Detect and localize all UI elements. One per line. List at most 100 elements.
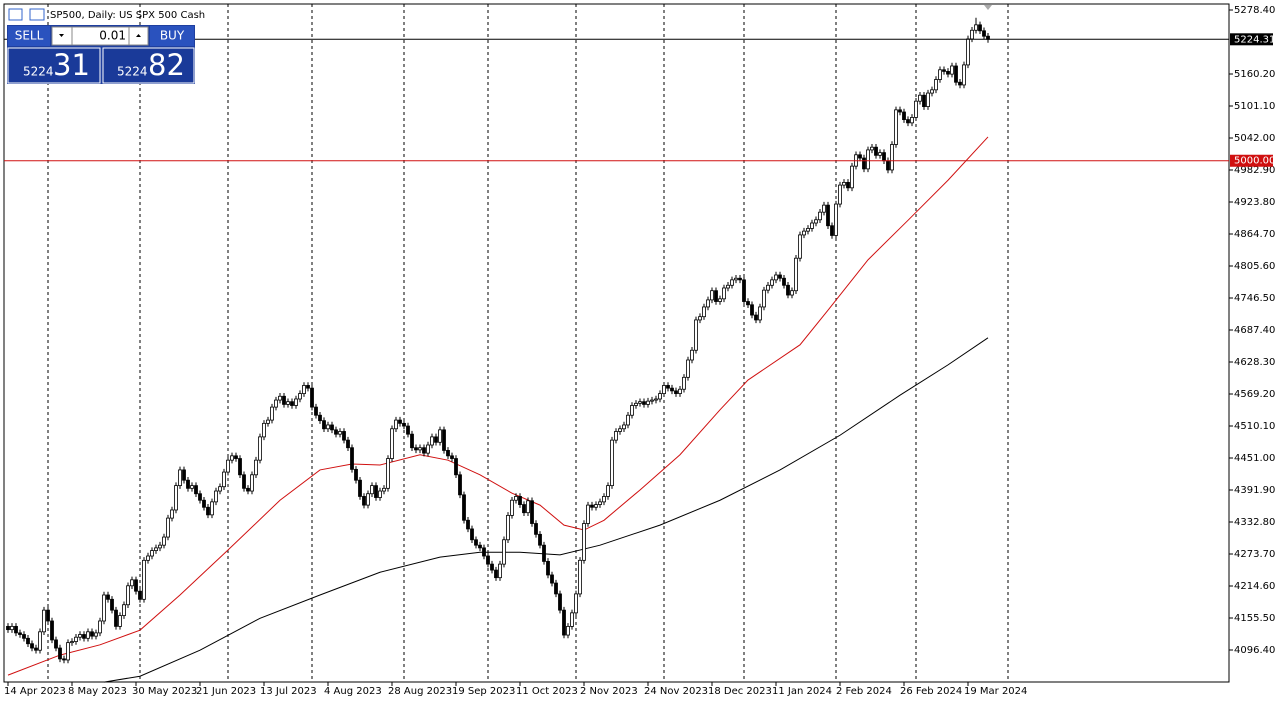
volume[interactable]: 0.01 <box>99 29 126 43</box>
candle-body <box>666 385 670 389</box>
candle-body <box>122 604 126 616</box>
candle-body <box>758 306 762 321</box>
candle-body <box>34 647 38 651</box>
candle-body <box>38 631 42 651</box>
candle-body <box>894 109 898 145</box>
candle-body <box>966 38 970 66</box>
bid-big: 5224 <box>23 65 54 79</box>
x-tick-label: 26 Feb 2024 <box>900 686 962 697</box>
bid-box[interactable] <box>7 47 101 84</box>
candle-body <box>150 550 154 557</box>
candle-body <box>442 429 446 451</box>
buy-label[interactable]: BUY <box>160 29 185 43</box>
candle-body <box>138 590 142 600</box>
candle-body <box>614 431 618 441</box>
candle-body <box>170 509 174 519</box>
candle-body <box>146 555 150 561</box>
ask-big: 5224 <box>117 65 148 79</box>
candle-body <box>142 559 146 600</box>
candle-body <box>594 504 598 508</box>
candle-body <box>234 455 238 459</box>
ask-box[interactable] <box>102 47 195 84</box>
candle-body <box>22 634 26 639</box>
candle-body <box>778 274 782 279</box>
candle-body <box>286 401 290 405</box>
candle-body <box>938 69 942 80</box>
candle-body <box>942 69 946 72</box>
candle-body <box>514 496 518 501</box>
candle-body <box>562 609 566 636</box>
candle-body <box>542 544 546 562</box>
candle-body <box>882 152 886 162</box>
candle-body <box>414 447 418 451</box>
candle-body <box>626 414 630 426</box>
candle-body <box>954 65 958 83</box>
candle-body <box>134 579 138 592</box>
candle-body <box>86 631 90 639</box>
candle-body <box>970 29 974 40</box>
candle-body <box>958 81 962 86</box>
plot-frame <box>3 3 1230 683</box>
candle-body <box>70 641 74 644</box>
candle-body <box>606 485 610 497</box>
y-tick-label: 4332.80 <box>1234 517 1275 528</box>
x-tick-label: 11 Oct 2023 <box>516 686 578 697</box>
candle-body <box>346 439 350 449</box>
up-arrow[interactable] <box>136 34 141 37</box>
sell-button[interactable] <box>8 26 50 46</box>
candle-body <box>446 450 450 457</box>
candle-body <box>222 471 226 488</box>
buy-button[interactable] <box>150 26 194 46</box>
candle-body <box>930 89 934 94</box>
candle-body <box>214 490 218 503</box>
candle-body <box>890 144 894 171</box>
candle-body <box>862 157 866 170</box>
y-tick-label: 4746.50 <box>1234 293 1275 304</box>
sell-label[interactable]: SELL <box>15 29 44 43</box>
candle-body <box>110 598 114 611</box>
candle-body <box>842 182 846 186</box>
icon[interactable] <box>29 8 45 21</box>
candle-body <box>830 225 834 236</box>
icon[interactable] <box>8 8 23 21</box>
candle-body <box>130 579 134 587</box>
candle-body <box>154 547 158 551</box>
x-tick-label: 2 Feb 2024 <box>836 686 892 697</box>
candle-body <box>458 474 462 496</box>
candle-body <box>366 493 370 506</box>
candle-body <box>242 474 246 489</box>
candle-body <box>82 634 86 639</box>
candle-body <box>278 395 282 401</box>
candle-body <box>162 536 166 546</box>
candle-body <box>918 94 922 102</box>
shift-marker <box>984 5 992 10</box>
y-tick-label: 4273.70 <box>1234 549 1275 560</box>
candle-body <box>206 506 210 516</box>
candle-body <box>98 620 102 634</box>
candle-body <box>782 277 786 286</box>
candle-body <box>658 393 662 400</box>
candle-body <box>106 594 110 600</box>
candle-body <box>670 387 674 392</box>
down-arrow[interactable] <box>59 34 64 37</box>
y-tick-label: 4923.80 <box>1234 197 1275 208</box>
y-tick-label: 4982.90 <box>1234 165 1275 176</box>
candle-body <box>42 609 46 633</box>
volume-box[interactable] <box>51 26 149 46</box>
candle-body <box>354 468 358 481</box>
candle-body <box>874 146 878 156</box>
candle-body <box>158 544 162 549</box>
candle-body <box>818 211 822 221</box>
candle-body <box>714 290 718 302</box>
candle-body <box>846 182 850 189</box>
candle-body <box>246 487 250 492</box>
candle-body <box>262 422 266 438</box>
candle-body <box>534 523 538 535</box>
y-tick-label: 4864.70 <box>1234 229 1275 240</box>
candle-body <box>390 428 394 459</box>
candle-body <box>370 485 374 495</box>
price-label: 5224.31 <box>1234 34 1275 45</box>
candle-body <box>26 637 30 645</box>
candle-body <box>310 387 314 408</box>
candle-body <box>342 431 346 441</box>
